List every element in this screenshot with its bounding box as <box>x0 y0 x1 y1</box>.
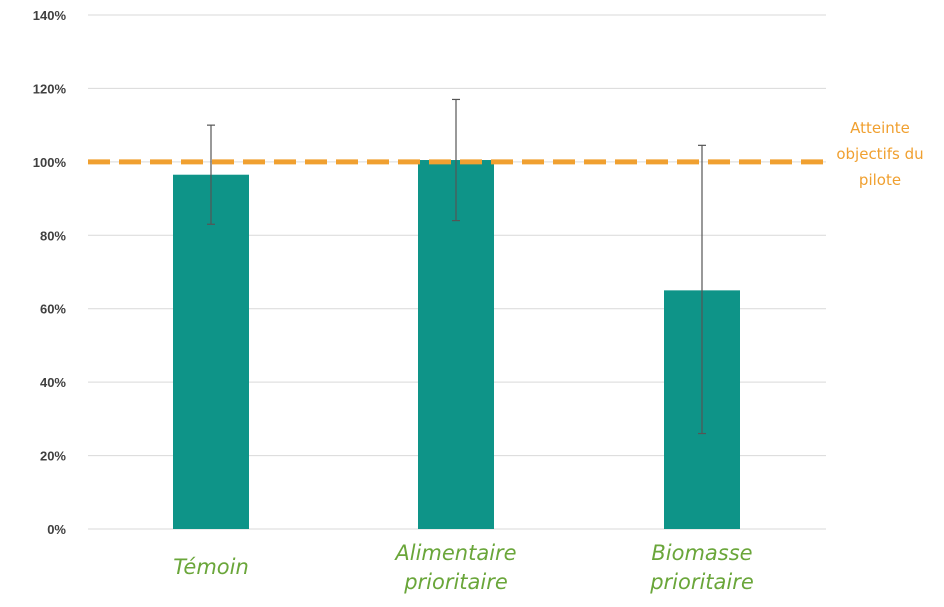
x-axis-categories: Témoin Alimentaire prioritaire Biomasse prio… <box>173 541 754 594</box>
category-label: Alimentaire prioritaire <box>393 541 516 594</box>
bar <box>173 174 249 529</box>
y-tick-label: 20% <box>40 449 66 464</box>
target-line-label: Atteinte objectifs du pilote <box>836 119 923 189</box>
y-tick-label: 120% <box>33 81 67 96</box>
bars <box>173 160 740 529</box>
error-bars <box>207 98 706 435</box>
y-tick-label: 80% <box>40 228 66 243</box>
y-axis-ticks: 0% 20% 40% 60% 80% 100% 120% 140% <box>33 8 67 537</box>
category-label: Témoin <box>173 555 249 579</box>
y-tick-label: 40% <box>40 375 66 390</box>
y-tick-label: 0% <box>47 522 66 537</box>
category-label-line: prioritaire <box>649 570 754 594</box>
category-label-line: Biomasse <box>651 541 752 565</box>
category-label: Biomasse prioritaire <box>649 541 754 594</box>
bar <box>418 160 494 529</box>
category-label-line: Alimentaire <box>393 541 516 565</box>
y-tick-label: 60% <box>40 302 66 317</box>
category-label-line: Témoin <box>173 555 249 579</box>
target-line-group: Atteinte objectifs du pilote <box>88 119 924 189</box>
y-tick-label: 140% <box>33 8 67 23</box>
target-line-label-line: objectifs du <box>836 145 923 163</box>
target-line-label-line: pilote <box>859 171 901 189</box>
y-tick-label: 100% <box>33 155 67 170</box>
target-line-label-line: Atteinte <box>850 119 910 137</box>
category-label-line: prioritaire <box>403 570 508 594</box>
